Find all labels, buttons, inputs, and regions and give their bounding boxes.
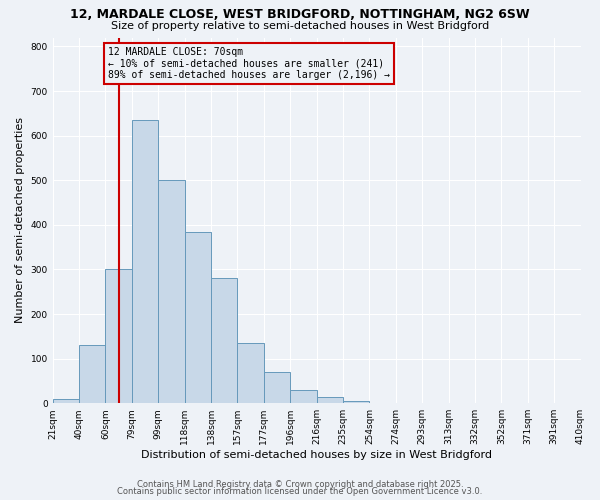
Text: Size of property relative to semi-detached houses in West Bridgford: Size of property relative to semi-detach…: [111, 21, 489, 31]
Bar: [317, 396, 343, 403]
Bar: [106, 270, 132, 403]
Bar: [185, 232, 211, 403]
Text: 12, MARDALE CLOSE, WEST BRIDGFORD, NOTTINGHAM, NG2 6SW: 12, MARDALE CLOSE, WEST BRIDGFORD, NOTTI…: [70, 8, 530, 20]
Bar: [290, 390, 317, 403]
Bar: [211, 278, 238, 403]
Bar: [79, 345, 106, 403]
Y-axis label: Number of semi-detached properties: Number of semi-detached properties: [15, 118, 25, 324]
Bar: [343, 401, 370, 403]
Text: Contains HM Land Registry data © Crown copyright and database right 2025.: Contains HM Land Registry data © Crown c…: [137, 480, 463, 489]
X-axis label: Distribution of semi-detached houses by size in West Bridgford: Distribution of semi-detached houses by …: [141, 450, 492, 460]
Bar: [53, 398, 79, 403]
Bar: [264, 372, 290, 403]
Bar: [132, 120, 158, 403]
Text: Contains public sector information licensed under the Open Government Licence v3: Contains public sector information licen…: [118, 487, 482, 496]
Bar: [238, 343, 264, 403]
Bar: [158, 180, 185, 403]
Text: 12 MARDALE CLOSE: 70sqm
← 10% of semi-detached houses are smaller (241)
89% of s: 12 MARDALE CLOSE: 70sqm ← 10% of semi-de…: [108, 46, 390, 80]
